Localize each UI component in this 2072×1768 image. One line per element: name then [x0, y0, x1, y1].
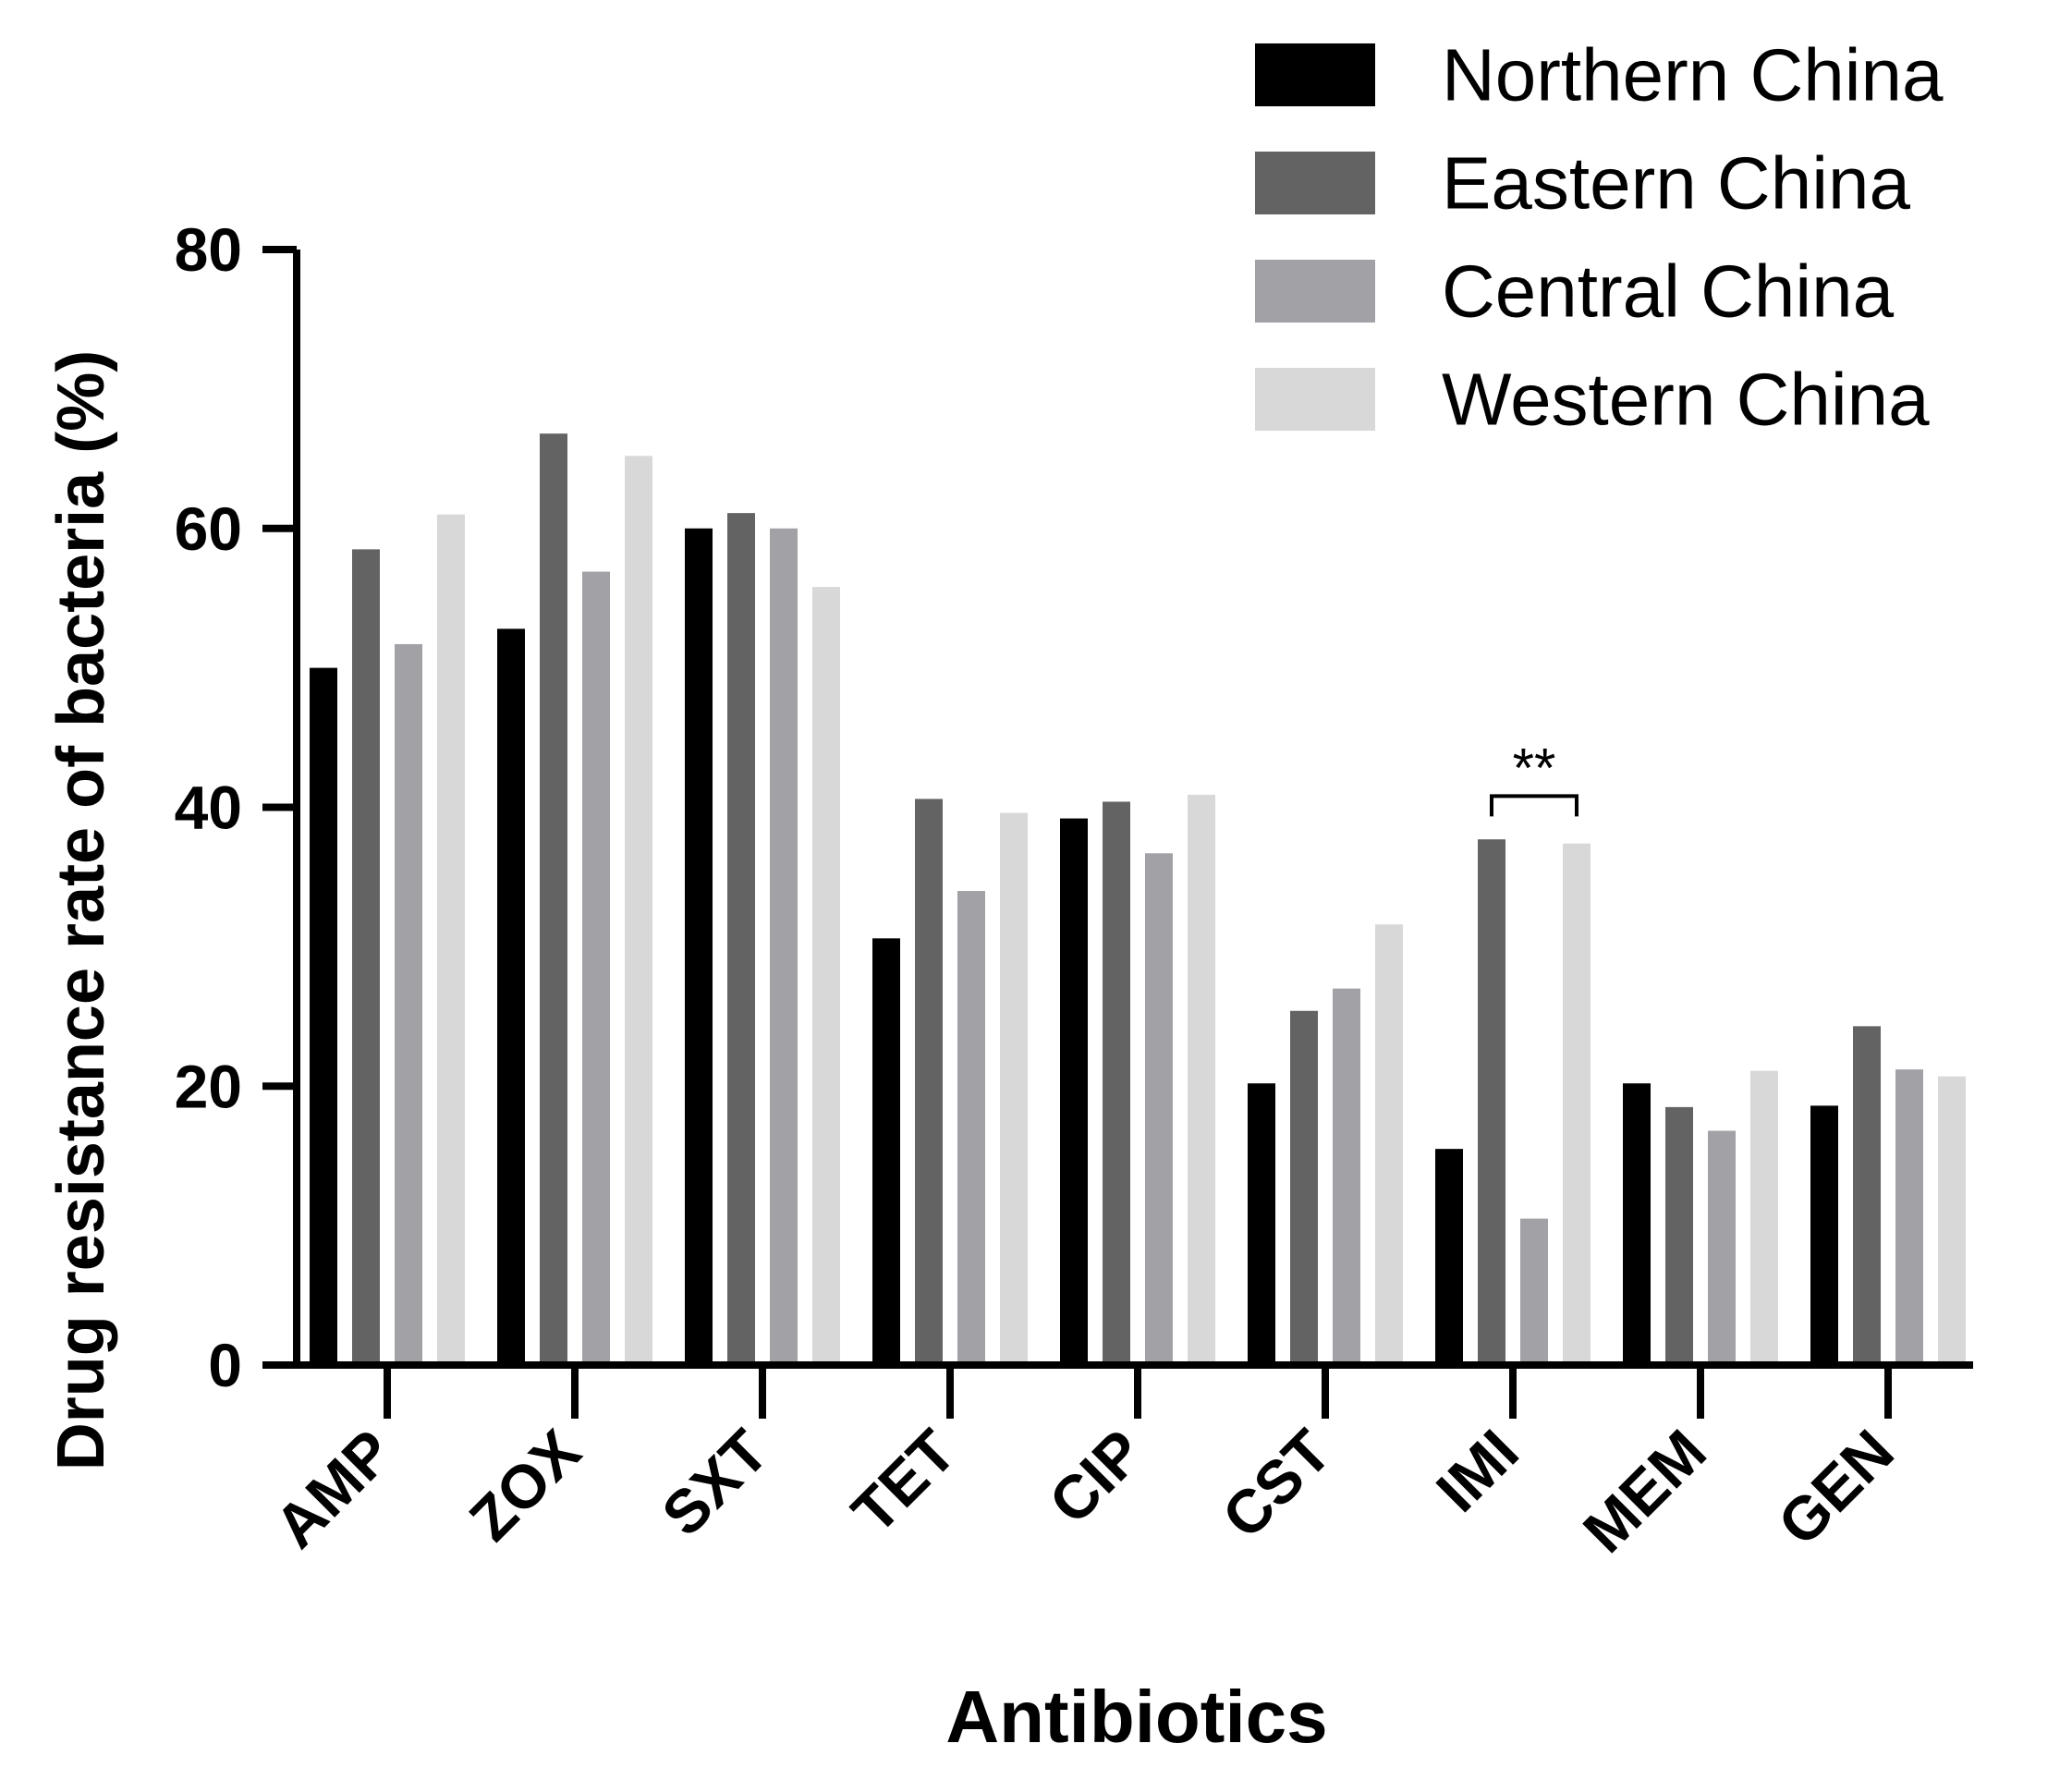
bar-cip-western-china	[1188, 794, 1215, 1365]
x-tick-label: SXT	[649, 1417, 781, 1549]
bar-amp-western-china	[437, 514, 465, 1365]
bar-cip-northern-china	[1060, 818, 1088, 1365]
y-tick-label: 0	[208, 1331, 242, 1399]
bar-cip-central-china	[1145, 853, 1173, 1365]
y-ticks: 0 20 40 60 80	[175, 215, 297, 1399]
bar-gen-central-china	[1895, 1069, 1923, 1365]
bar-tet-western-china	[1000, 812, 1028, 1365]
bar-mem-western-china	[1750, 1070, 1778, 1365]
bar-amp-central-china	[395, 643, 422, 1365]
bar-mem-central-china	[1708, 1130, 1736, 1365]
bar-cst-central-china	[1333, 988, 1360, 1365]
x-tick-label: MEM	[1570, 1417, 1719, 1566]
bar-sxt-northern-china	[685, 528, 713, 1365]
legend-label: Northern China	[1442, 34, 1944, 116]
legend-label: Western China	[1442, 359, 1930, 441]
x-tick-label: TET	[838, 1417, 968, 1546]
bar-zox-western-china	[625, 456, 652, 1365]
y-tick-label: 20	[175, 1052, 242, 1120]
bar-imi-western-china	[1563, 843, 1591, 1365]
bar-zox-central-china	[582, 571, 610, 1365]
y-axis-title: Drug resistance rate of bacteria (%)	[44, 350, 118, 1470]
legend-swatch	[1255, 43, 1375, 106]
bar-gen-northern-china	[1810, 1105, 1838, 1365]
bar-imi-central-china	[1520, 1218, 1548, 1365]
bar-cst-northern-china	[1248, 1083, 1275, 1365]
bar-amp-northern-china	[310, 667, 337, 1365]
y-tick-label: 60	[175, 494, 242, 563]
x-tick-label: GEN	[1764, 1417, 1906, 1558]
significance-label: **	[1513, 737, 1556, 799]
bar-cst-eastern-china	[1290, 1010, 1318, 1365]
bar-gen-eastern-china	[1853, 1026, 1881, 1365]
bar-zox-northern-china	[497, 628, 525, 1365]
bar-cst-western-china	[1375, 924, 1403, 1365]
bar-zox-eastern-china	[540, 433, 567, 1365]
y-tick-label: 40	[175, 774, 242, 842]
x-tick-label: IMI	[1423, 1417, 1531, 1525]
bar-sxt-eastern-china	[727, 513, 755, 1365]
legend-label: Central China	[1442, 250, 1895, 333]
annotations: **	[1490, 737, 1578, 817]
x-tick-label: CST	[1209, 1417, 1344, 1552]
bar-cip-eastern-china	[1103, 801, 1130, 1365]
bar-amp-eastern-china	[352, 549, 380, 1365]
bar-tet-northern-china	[872, 938, 900, 1365]
legend-swatch	[1255, 152, 1375, 214]
bar-mem-eastern-china	[1665, 1106, 1693, 1365]
bar-tet-central-china	[957, 891, 985, 1365]
bar-sxt-central-china	[770, 528, 798, 1365]
bar-gen-western-china	[1938, 1076, 1966, 1365]
x-tick-label: CIP	[1036, 1417, 1156, 1537]
x-tick-label: AMP	[262, 1417, 406, 1561]
bar-tet-eastern-china	[915, 799, 943, 1365]
legend-swatch	[1255, 260, 1375, 323]
bars	[310, 433, 1966, 1365]
bar-mem-northern-china	[1623, 1083, 1651, 1365]
bar-imi-eastern-china	[1478, 839, 1505, 1365]
bar-sxt-western-china	[812, 587, 840, 1365]
y-tick-label: 80	[175, 215, 242, 284]
legend: Northern China Eastern China Central China…	[1255, 34, 1944, 441]
bar-imi-northern-china	[1435, 1149, 1463, 1365]
x-tick-label: ZOX	[457, 1417, 593, 1554]
legend-swatch	[1255, 368, 1375, 431]
x-axis-title: Antibiotics	[945, 1676, 1327, 1758]
legend-label: Eastern China	[1442, 142, 1910, 225]
x-ticks: AMP ZOX SXT TET CIP CST IMI MEM GEN	[262, 1365, 1907, 1566]
significance-bracket	[1490, 794, 1578, 817]
